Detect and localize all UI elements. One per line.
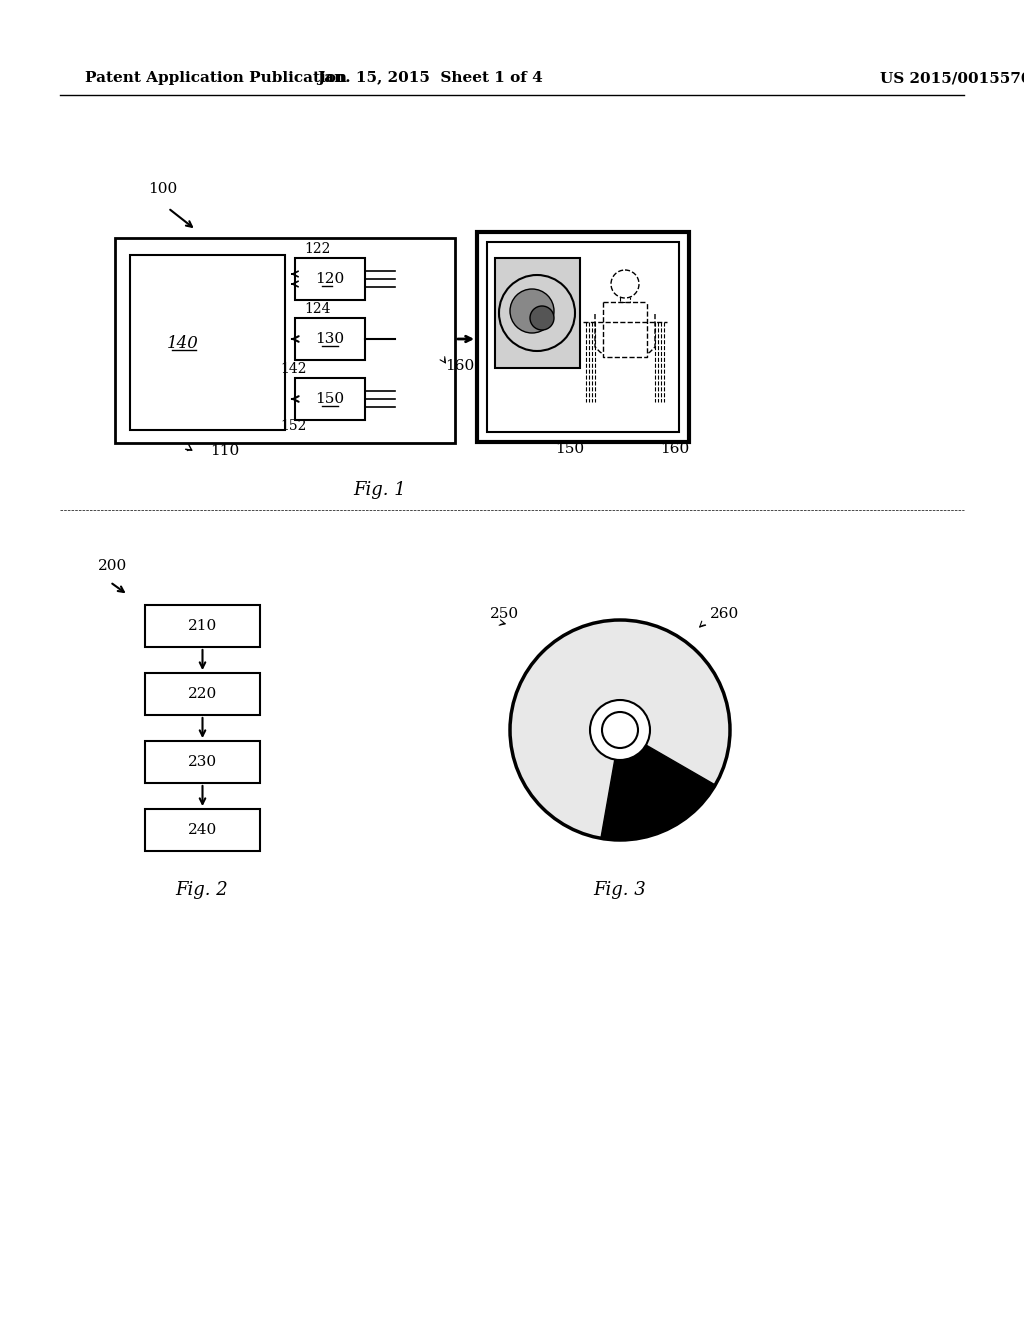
Circle shape [590,700,650,760]
Bar [145,741,260,783]
Text: 100: 100 [148,182,177,195]
Text: 130: 130 [315,333,344,346]
Text: Fig. 3: Fig. 3 [594,880,646,899]
Text: 200: 200 [98,558,127,573]
Bar [477,232,689,442]
Text: Patent Application Publication: Patent Application Publication [85,71,347,84]
Circle shape [510,289,554,333]
Bar [130,255,285,430]
Text: 152: 152 [280,418,306,433]
Text: US 2015/0015570 A1: US 2015/0015570 A1 [880,71,1024,84]
Bar [495,257,580,368]
Bar [145,673,260,715]
Circle shape [602,711,638,748]
Text: 110: 110 [210,444,240,458]
Bar [295,378,365,420]
Text: Fig. 1: Fig. 1 [353,480,407,499]
Text: 160: 160 [445,359,474,374]
Text: 124: 124 [304,302,331,315]
Text: Jan. 15, 2015  Sheet 1 of 4: Jan. 15, 2015 Sheet 1 of 4 [317,71,543,84]
Text: 250: 250 [490,607,519,620]
Bar [145,809,260,851]
Wedge shape [601,744,715,840]
Bar [295,257,365,300]
Text: 220: 220 [187,686,217,701]
Bar [145,605,260,647]
Text: 210: 210 [187,619,217,634]
Bar [295,318,365,360]
Text: Fig. 2: Fig. 2 [176,880,228,899]
Circle shape [530,306,554,330]
Text: 120: 120 [315,272,345,286]
Text: 150: 150 [555,442,584,455]
Text: 142: 142 [280,362,306,376]
Bar [115,238,455,444]
Text: 122: 122 [304,242,331,256]
Text: 230: 230 [188,755,217,770]
Text: 260: 260 [710,607,739,620]
Bar [487,242,679,432]
Text: 150: 150 [315,392,344,407]
Circle shape [510,620,730,840]
Text: 140: 140 [167,334,199,351]
Text: 240: 240 [187,822,217,837]
Text: 160: 160 [660,442,689,455]
